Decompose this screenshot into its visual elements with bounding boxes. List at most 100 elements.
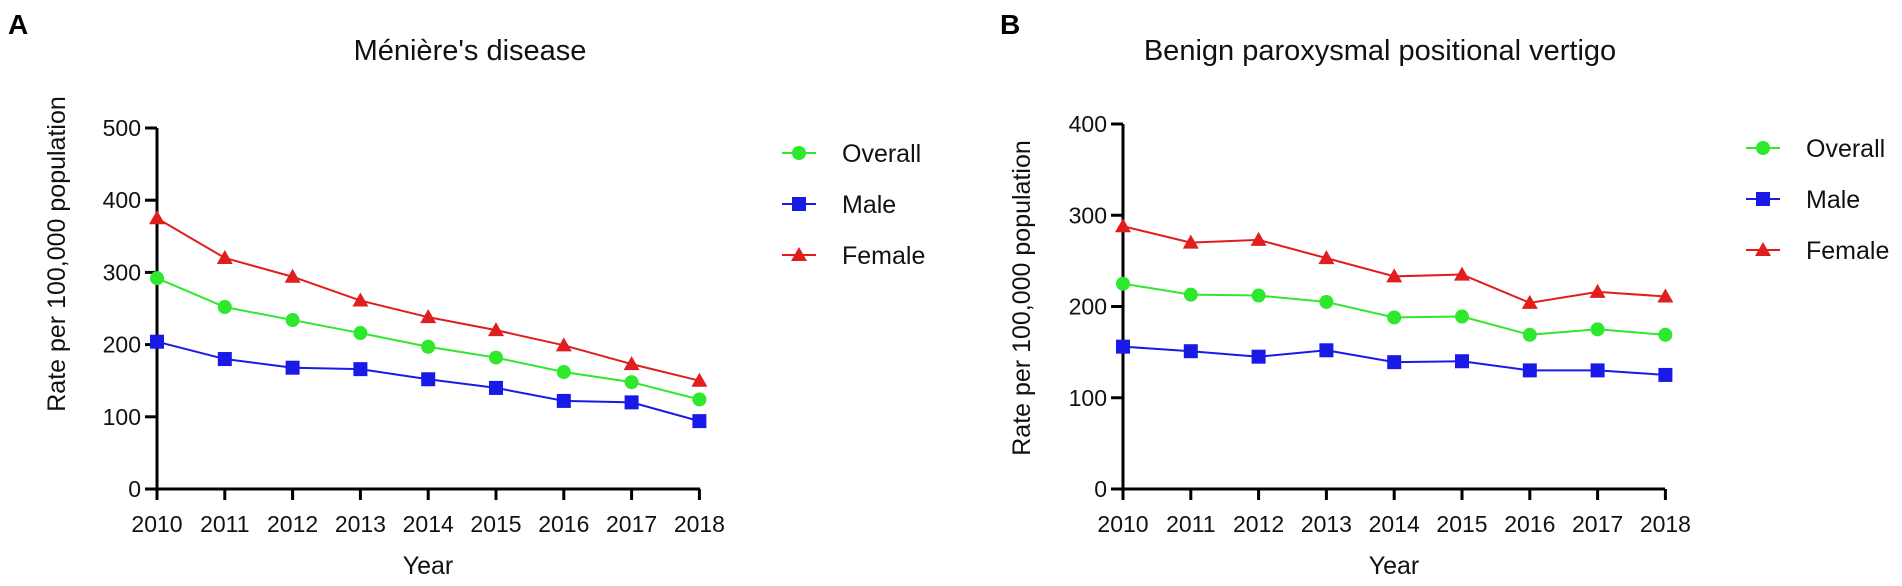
data-point-male (624, 395, 639, 410)
x-tick-label: 2018 (1640, 511, 1691, 537)
y-tick-label: 400 (103, 187, 141, 213)
legend-marker-female (791, 247, 807, 261)
y-tick-label: 300 (103, 259, 141, 285)
x-tick-label: 2014 (1369, 511, 1420, 537)
legend-label-overall: Overall (842, 140, 921, 168)
data-point-male (1251, 349, 1266, 364)
chart-title: Benign paroxysmal positional vertigo (1144, 35, 1616, 67)
legend-marker-male (1756, 192, 1770, 206)
x-tick-label: 2012 (267, 511, 318, 537)
data-point-male (1183, 344, 1198, 359)
data-point-female (1115, 218, 1131, 233)
x-tick-label: 2015 (1436, 511, 1487, 537)
data-point-male (1455, 354, 1469, 369)
data-point-male (285, 360, 300, 375)
data-point-female (1182, 234, 1199, 249)
legend-marker-overall (1756, 141, 1770, 155)
legend: Overall Male Female (782, 140, 925, 270)
y-axis-ticks: 0 100 200 300 400 (1069, 111, 1123, 502)
data-point-overall (1116, 276, 1130, 291)
x-tick-label: 2017 (1572, 511, 1623, 537)
data-point-male (421, 372, 436, 387)
data-point-male (150, 334, 164, 349)
chart-title: Ménière's disease (354, 35, 587, 67)
data-point-overall (1251, 288, 1266, 303)
data-point-female (623, 356, 640, 371)
data-point-overall (1658, 327, 1673, 342)
y-tick-label: 100 (103, 404, 141, 430)
x-tick-label: 2012 (1233, 511, 1284, 537)
y-axis-label: Rate per 100,000 population (43, 96, 71, 412)
x-tick-label: 2013 (1301, 511, 1352, 537)
data-point-overall (217, 300, 232, 315)
data-point-male (692, 414, 707, 429)
data-point-female (1589, 283, 1606, 298)
data-point-female (352, 292, 369, 307)
data-point-overall (556, 365, 571, 380)
data-point-male (1319, 343, 1334, 358)
data-point-female (1250, 231, 1267, 246)
legend-label-female: Female (842, 242, 925, 270)
y-tick-label: 0 (1094, 476, 1107, 502)
data-point-female (1521, 294, 1538, 309)
y-tick-label: 300 (1069, 202, 1107, 228)
data-point-male (1590, 363, 1605, 378)
data-point-male (353, 362, 368, 377)
data-point-female (420, 309, 437, 324)
legend-marker-male (792, 197, 806, 211)
data-point-overall (285, 313, 300, 328)
series-line-overall (1122, 282, 1666, 336)
y-tick-label: 400 (1069, 111, 1107, 137)
x-tick-label: 2016 (538, 511, 589, 537)
legend-marker-overall (792, 146, 806, 160)
x-axis-ticks: 2010 2011 2012 2013 2014 2015 2016 2017 2018 (1097, 489, 1691, 537)
y-tick-label: 100 (1069, 385, 1107, 411)
x-tick-label: 2015 (470, 511, 521, 537)
data-point-female (149, 210, 165, 225)
series-line-female (1122, 225, 1666, 304)
legend-label-male: Male (842, 191, 896, 219)
x-tick-label: 2017 (606, 511, 657, 537)
legend-label-male: Male (1806, 186, 1860, 214)
data-point-overall (150, 271, 164, 286)
x-tick-label: 2010 (131, 511, 182, 537)
legend: Overall Male Female (1746, 135, 1889, 265)
series-line-female (156, 217, 700, 382)
data-point-female (1657, 288, 1674, 303)
data-point-male (1387, 355, 1402, 370)
data-point-male (217, 352, 232, 367)
data-point-overall (1183, 287, 1198, 302)
x-tick-label: 2011 (200, 511, 249, 537)
data-point-female (1318, 250, 1335, 265)
chart-panel-a: A Ménière's disease Rate per 100,000 pop… (8, 9, 925, 580)
y-axis-ticks: 0 100 200 300 400 500 (103, 115, 157, 502)
x-tick-label: 2013 (335, 511, 386, 537)
x-axis-label: Year (403, 552, 454, 580)
data-point-overall (1590, 322, 1605, 337)
data-point-male (489, 380, 503, 395)
data-point-male (1116, 339, 1130, 354)
data-point-overall (353, 326, 368, 341)
data-point-male (1658, 367, 1673, 382)
data-point-female (1454, 266, 1470, 281)
data-point-overall (692, 392, 707, 407)
data-point-overall (1455, 309, 1469, 324)
x-tick-label: 2014 (403, 511, 454, 537)
data-point-female (555, 337, 572, 352)
x-axis-label: Year (1369, 552, 1420, 580)
y-tick-label: 500 (103, 115, 141, 141)
data-point-female (284, 268, 301, 283)
data-point-overall (1387, 310, 1402, 325)
data-point-overall (421, 339, 436, 354)
data-point-male (556, 393, 571, 408)
y-tick-label: 200 (103, 332, 141, 358)
legend-marker-female (1755, 242, 1771, 256)
data-point-overall (489, 350, 503, 365)
panel-label: B (1000, 9, 1020, 40)
panel-label: A (8, 9, 28, 40)
data-point-female (691, 372, 708, 387)
y-tick-label: 200 (1069, 294, 1107, 320)
data-point-female (1386, 268, 1403, 283)
chart-panel-b: B Benign paroxysmal positional vertigo R… (1000, 9, 1889, 580)
